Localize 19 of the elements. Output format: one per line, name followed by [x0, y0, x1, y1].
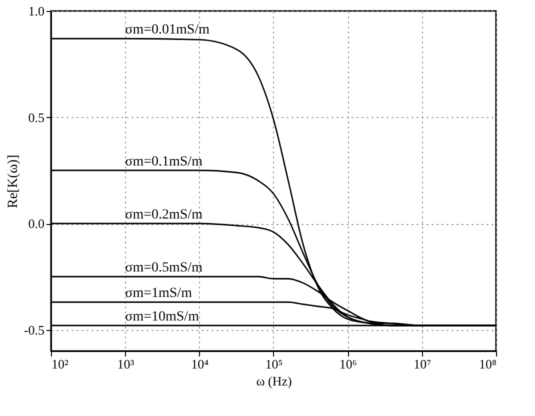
- series-label: σm=0.1mS/m: [125, 154, 203, 170]
- series-label: σm=0.5mS/m: [125, 260, 203, 276]
- x-tick-label: 10⁷: [414, 356, 432, 372]
- y-tick-label: 0.0: [28, 216, 44, 231]
- x-tick-label: 10²: [52, 356, 68, 372]
- x-tick-label: 10⁴: [191, 356, 210, 372]
- y-tick-label: 0.5: [28, 110, 44, 125]
- series-label: σm=1mS/m: [125, 286, 192, 302]
- y-tick-label: -0.5: [24, 322, 44, 338]
- x-tick-label: 10³: [117, 356, 134, 372]
- x-tick-label: 10⁵: [265, 356, 283, 372]
- x-tick-label: 10⁶: [339, 356, 357, 372]
- x-axis-title: ω (Hz): [256, 374, 292, 388]
- series-label: σm=10mS/m: [125, 310, 200, 324]
- y-tick-label: 1.0: [28, 4, 44, 18]
- series-label: σm=0.2mS/m: [125, 208, 203, 222]
- x-tick-label: 10⁸: [478, 356, 497, 372]
- series-label: σm=0.01mS/m: [125, 22, 210, 38]
- y-axis-title: Re[K(ω)]: [6, 154, 21, 208]
